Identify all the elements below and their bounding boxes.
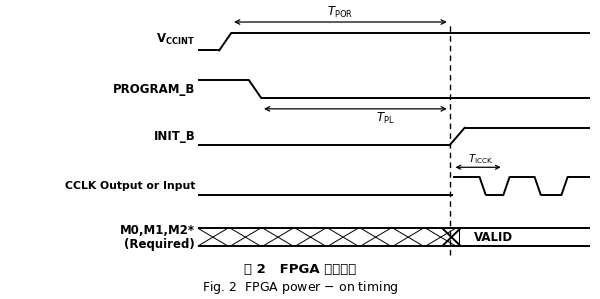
Text: $T_{\rm PL}$: $T_{\rm PL}$ xyxy=(376,111,395,126)
Text: INIT_B: INIT_B xyxy=(154,130,195,143)
Text: M0,M1,M2*: M0,M1,M2* xyxy=(120,224,195,237)
Text: $T_{\rm POR}$: $T_{\rm POR}$ xyxy=(328,4,353,20)
Text: $\mathbf{V_{CCINT}}$: $\mathbf{V_{CCINT}}$ xyxy=(157,32,195,47)
Text: PROGRAM_B: PROGRAM_B xyxy=(113,83,195,96)
Text: VALID: VALID xyxy=(473,231,513,244)
Text: Fig. 2  FPGA power $-$ on timing: Fig. 2 FPGA power $-$ on timing xyxy=(202,279,398,296)
Text: CCLK Output or Input: CCLK Output or Input xyxy=(65,181,195,191)
Text: 图 2   FPGA 上电时序: 图 2 FPGA 上电时序 xyxy=(244,263,356,276)
Text: $T_{\rm ICCK}$: $T_{\rm ICCK}$ xyxy=(469,152,494,166)
Text: (Required): (Required) xyxy=(124,238,195,251)
